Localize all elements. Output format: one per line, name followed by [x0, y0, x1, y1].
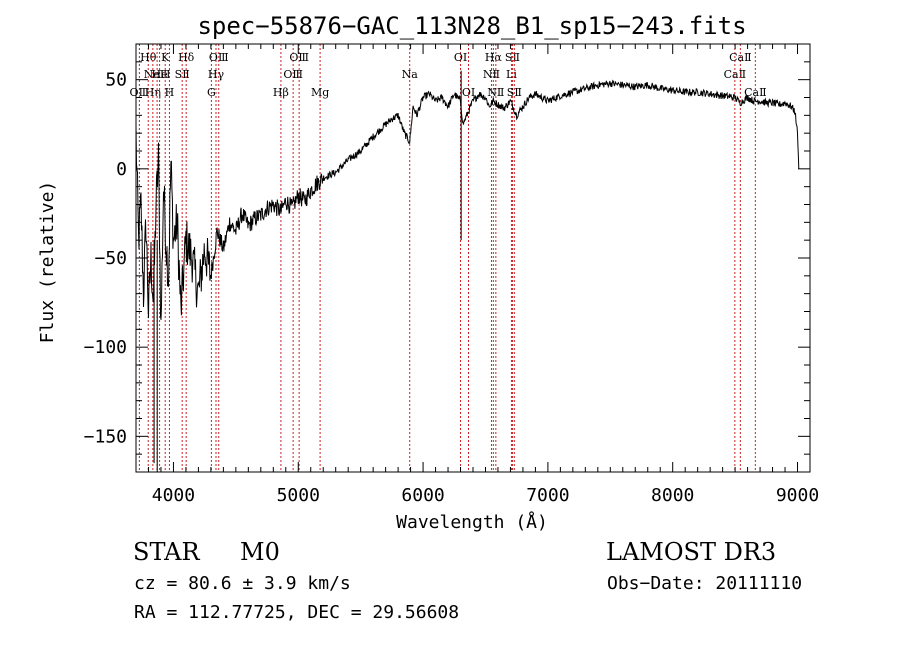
line-marker-label: OⅢ [283, 68, 303, 81]
redshift-cz: cz = 80.6 ± 3.9 km/s [134, 573, 351, 594]
line-marker-label: SⅡ [505, 51, 520, 64]
line-marker-label: OⅠ [454, 51, 467, 64]
spectral-class: STAR [133, 538, 200, 566]
line-marker-label: OⅠ [462, 86, 475, 99]
line-marker-label: CaⅡ [724, 68, 746, 81]
line-marker-label: Li [506, 68, 517, 81]
line-marker-label: OⅢ [209, 51, 229, 64]
line-marker-label: Mg [311, 86, 329, 99]
chart-title: spec−55876−GAC_113N28_B1_sp15−243.fits [197, 12, 746, 40]
line-marker-label: Na [402, 68, 419, 81]
line-marker-label: SⅡ [175, 68, 190, 81]
y-axis-label: Flux (relative) [37, 181, 58, 344]
y-tick-label: −50 [94, 248, 127, 269]
line-marker-label: H [165, 86, 175, 99]
x-tick-label: 6000 [401, 485, 444, 506]
y-tick-label: −150 [84, 426, 127, 447]
y-tick-label: 50 [105, 70, 127, 91]
line-markers: OⅢHθHηNeⅢHeKHSⅡHδGHγOⅢHβOⅢOⅢMgNaOⅠOⅠNⅡHα… [130, 44, 767, 472]
line-marker-label: CaⅡ [729, 51, 751, 64]
line-marker-label: NeⅢ [144, 68, 171, 81]
line-marker-label: OⅢ [130, 86, 150, 99]
line-marker-label: CaⅡ [744, 86, 766, 99]
y-tick-label: 0 [116, 159, 127, 180]
line-marker-label: NⅡ [483, 68, 500, 81]
sky-coordinates: RA = 112.77725, DEC = 29.56608 [134, 602, 460, 623]
line-marker-label: Hη [145, 86, 161, 99]
plot-frame [135, 43, 811, 473]
x-tick-label: 5000 [277, 485, 320, 506]
spectral-subclass: M0 [240, 538, 280, 566]
line-marker-label: Hα [485, 51, 503, 64]
observation-date: Obs−Date: 20111110 [607, 573, 803, 594]
y-tick-label: −100 [84, 337, 127, 358]
line-marker-label: Hβ [273, 86, 289, 99]
line-marker-label: G [207, 86, 216, 99]
survey-name: LAMOST DR3 [606, 538, 777, 566]
spectrum-line [135, 79, 800, 320]
x-tick-label: 9000 [776, 485, 819, 506]
line-marker-label: SⅡ [507, 86, 522, 99]
spectrum-chart: spec−55876−GAC_113N28_B1_sp15−243.fits O… [37, 12, 819, 533]
axes: 4000 5000 6000 7000 8000 9000 −150 −100 −50 0 50 [84, 43, 819, 506]
line-marker-label: He [152, 68, 168, 81]
line-marker-label: K [161, 51, 170, 64]
line-marker-label: OⅢ [289, 51, 309, 64]
x-tick-label: 7000 [526, 485, 569, 506]
spectrum-series [135, 70, 800, 472]
line-marker-label: NⅡ [487, 86, 504, 99]
x-tick-label: 4000 [152, 485, 195, 506]
line-marker-label: Hγ [208, 68, 225, 81]
x-axis-label: Wavelength (Å) [396, 511, 548, 533]
x-tick-label: 8000 [651, 485, 694, 506]
line-marker-label: Hδ [178, 51, 195, 64]
line-marker-label: Hθ [140, 51, 157, 64]
